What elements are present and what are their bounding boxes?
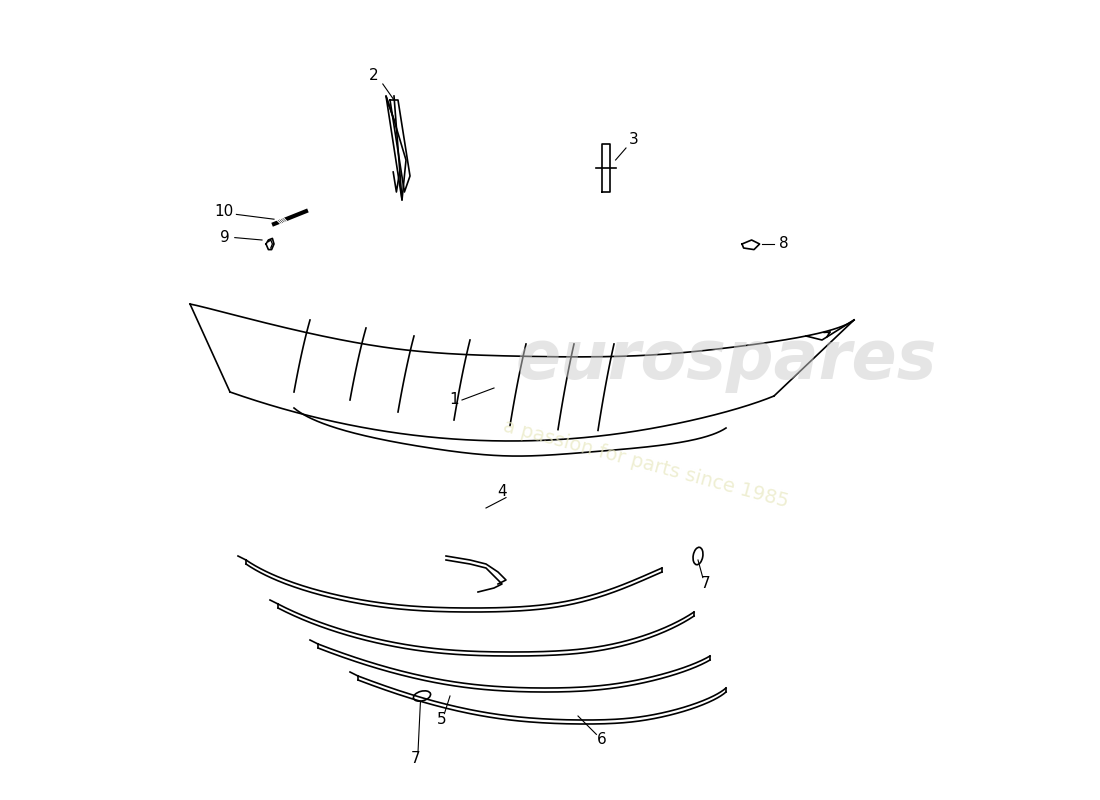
Text: 3: 3 (629, 133, 639, 147)
Text: 7: 7 (410, 751, 420, 766)
Text: 7: 7 (701, 577, 711, 591)
Text: a passion for parts since 1985: a passion for parts since 1985 (502, 417, 791, 511)
Text: 2: 2 (370, 69, 378, 83)
Text: 4: 4 (497, 485, 507, 499)
Text: 8: 8 (779, 237, 789, 251)
Text: eurospares: eurospares (515, 327, 937, 393)
Text: 9: 9 (220, 230, 229, 245)
Text: 1: 1 (449, 393, 459, 407)
Text: 10: 10 (214, 205, 234, 219)
Text: 5: 5 (437, 713, 447, 727)
Text: 6: 6 (597, 733, 607, 747)
